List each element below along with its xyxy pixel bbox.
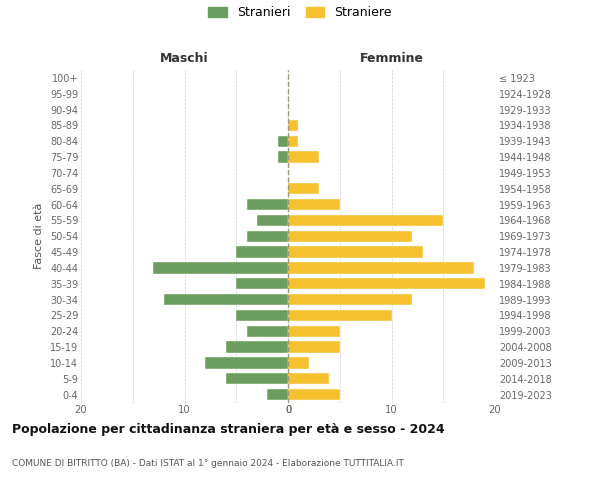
Bar <box>288 373 329 384</box>
Bar <box>247 199 288 210</box>
Text: Popolazione per cittadinanza straniera per età e sesso - 2024: Popolazione per cittadinanza straniera p… <box>12 422 445 436</box>
Bar <box>236 246 288 258</box>
Bar <box>205 357 288 368</box>
Bar <box>154 262 288 274</box>
Legend: Stranieri, Straniere: Stranieri, Straniere <box>208 6 392 19</box>
Bar <box>226 342 288 353</box>
Bar <box>278 152 288 163</box>
Bar <box>288 199 340 210</box>
Bar <box>288 120 298 131</box>
Bar <box>288 326 340 337</box>
Bar <box>288 278 485 289</box>
Bar <box>288 342 340 353</box>
Bar <box>236 310 288 321</box>
Bar <box>257 214 288 226</box>
X-axis label: Maschi: Maschi <box>160 52 209 64</box>
Bar <box>288 230 412 242</box>
X-axis label: Femmine: Femmine <box>359 52 424 64</box>
Bar <box>226 373 288 384</box>
Bar <box>288 152 319 163</box>
Text: COMUNE DI BITRITTO (BA) - Dati ISTAT al 1° gennaio 2024 - Elaborazione TUTTITALI: COMUNE DI BITRITTO (BA) - Dati ISTAT al … <box>12 459 404 468</box>
Bar <box>288 246 422 258</box>
Bar <box>268 389 288 400</box>
Bar <box>236 278 288 289</box>
Bar <box>288 357 309 368</box>
Bar <box>288 262 475 274</box>
Bar <box>278 136 288 147</box>
Bar <box>164 294 288 306</box>
Y-axis label: Fasce di età: Fasce di età <box>34 203 44 270</box>
Bar <box>288 214 443 226</box>
Bar <box>247 326 288 337</box>
Bar <box>247 230 288 242</box>
Bar <box>288 389 340 400</box>
Bar <box>288 183 319 194</box>
Bar <box>288 136 298 147</box>
Bar <box>288 310 392 321</box>
Bar <box>288 294 412 306</box>
